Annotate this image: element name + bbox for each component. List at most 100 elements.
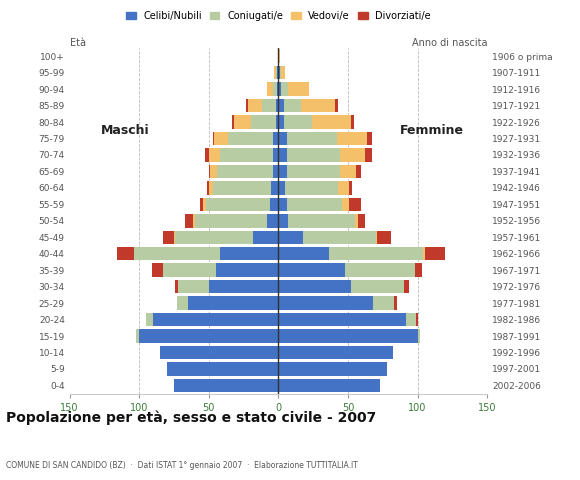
Bar	[271, 181, 278, 194]
Bar	[418, 329, 420, 343]
Text: Età: Età	[70, 38, 86, 48]
Text: Maschi: Maschi	[101, 124, 150, 137]
Bar	[276, 99, 278, 112]
Bar	[153, 313, 278, 326]
Bar	[278, 214, 288, 228]
Bar	[210, 165, 217, 178]
Bar	[278, 49, 280, 63]
Bar	[416, 313, 418, 326]
Bar	[278, 362, 387, 376]
Bar	[340, 165, 356, 178]
Bar	[377, 230, 391, 244]
Bar	[195, 214, 267, 228]
Bar	[287, 165, 340, 178]
Bar	[278, 148, 287, 162]
Bar	[285, 181, 338, 194]
Bar	[185, 214, 194, 228]
Bar	[342, 198, 349, 211]
Bar	[337, 132, 368, 145]
Bar	[163, 264, 216, 277]
Bar	[287, 148, 340, 162]
Text: Anno di nascita: Anno di nascita	[412, 38, 487, 48]
Bar	[216, 264, 278, 277]
Bar	[267, 214, 278, 228]
Bar	[220, 148, 273, 162]
Text: Femmine: Femmine	[400, 124, 463, 137]
Bar	[167, 362, 278, 376]
Bar	[209, 165, 210, 178]
Bar	[273, 148, 278, 162]
Bar	[278, 379, 380, 392]
Bar	[262, 99, 275, 112]
Bar	[278, 99, 284, 112]
Bar	[278, 181, 285, 194]
Bar	[287, 198, 342, 211]
Bar	[209, 148, 220, 162]
Bar	[278, 230, 303, 244]
Bar	[278, 346, 393, 359]
Bar	[209, 181, 213, 194]
Bar	[351, 115, 354, 129]
Bar	[278, 296, 373, 310]
Bar	[246, 99, 248, 112]
Bar	[280, 66, 281, 79]
Bar	[220, 247, 278, 261]
Bar	[201, 198, 203, 211]
Bar	[351, 280, 404, 293]
Bar	[335, 99, 338, 112]
Bar	[175, 230, 253, 244]
Bar	[368, 132, 372, 145]
Bar	[194, 214, 195, 228]
Bar	[284, 115, 312, 129]
Bar	[288, 83, 309, 96]
Bar	[248, 99, 262, 112]
Bar	[349, 181, 352, 194]
Bar	[278, 115, 284, 129]
Legend: Celibi/Nubili, Coniugati/e, Vedovi/e, Divorziati/e: Celibi/Nubili, Coniugati/e, Vedovi/e, Di…	[122, 7, 435, 25]
Bar	[425, 247, 445, 261]
Bar	[270, 198, 278, 211]
Bar	[358, 214, 365, 228]
Bar	[278, 329, 418, 343]
Bar	[174, 379, 278, 392]
Text: Popolazione per età, sesso e stato civile - 2007: Popolazione per età, sesso e stato civil…	[6, 410, 376, 425]
Bar	[174, 230, 175, 244]
Bar	[117, 247, 133, 261]
Bar	[278, 280, 351, 293]
Bar	[273, 132, 278, 145]
Bar	[355, 214, 358, 228]
Bar	[278, 66, 280, 79]
Bar	[423, 247, 425, 261]
Bar	[188, 296, 278, 310]
Bar	[404, 280, 409, 293]
Bar	[415, 264, 422, 277]
Bar	[278, 247, 328, 261]
Bar	[253, 230, 278, 244]
Bar	[146, 313, 153, 326]
Bar	[208, 181, 209, 194]
Bar	[312, 115, 351, 129]
Bar	[365, 148, 372, 162]
Bar	[139, 329, 278, 343]
Bar	[281, 83, 288, 96]
Bar	[278, 83, 281, 96]
Bar	[233, 115, 234, 129]
Bar	[281, 66, 285, 79]
Bar	[175, 280, 178, 293]
Bar	[136, 329, 139, 343]
Bar	[284, 99, 300, 112]
Bar	[274, 66, 276, 79]
Bar	[213, 132, 215, 145]
Bar	[273, 165, 278, 178]
Bar	[278, 165, 287, 178]
Text: COMUNE DI SAN CANDIDO (BZ)  ·  Dati ISTAT 1° gennaio 2007  ·  Elaborazione TUTTI: COMUNE DI SAN CANDIDO (BZ) · Dati ISTAT …	[6, 461, 358, 470]
Bar	[160, 346, 278, 359]
Bar	[288, 214, 355, 228]
Bar	[278, 264, 345, 277]
Bar	[276, 115, 278, 129]
Bar	[303, 230, 376, 244]
Bar	[277, 83, 278, 96]
Bar	[300, 99, 335, 112]
Bar	[287, 132, 337, 145]
Bar	[234, 115, 251, 129]
